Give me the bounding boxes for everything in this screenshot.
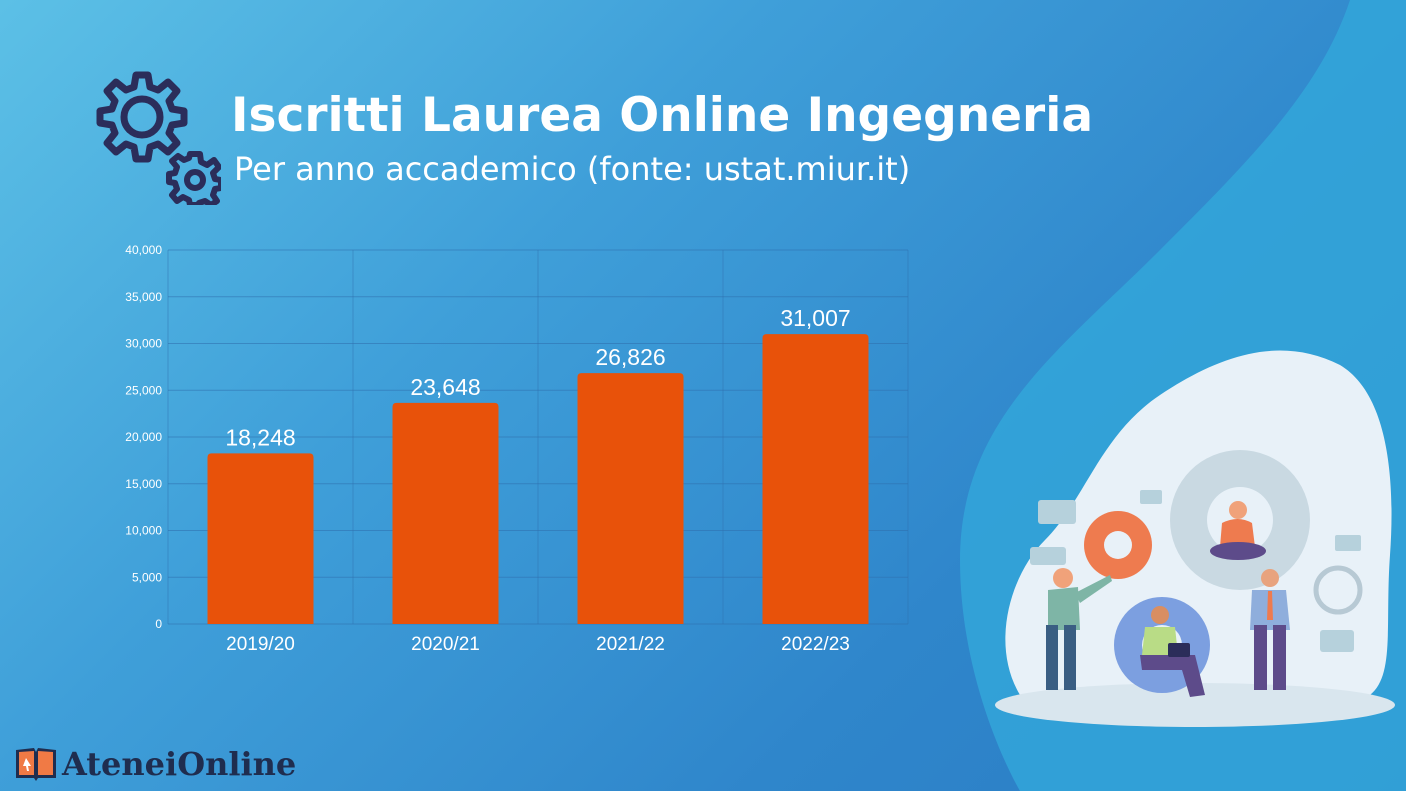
header: Iscritti Laurea Online Ingegneria Per an… (86, 70, 1186, 210)
page-title: Iscritti Laurea Online Ingegneria (231, 88, 1094, 143)
chart-bar (762, 334, 869, 624)
chart-data-labels: 18,248 23,648 26,826 31,007 (225, 305, 850, 450)
x-tick-label: 2020/21 (411, 634, 480, 655)
open-book-icon (16, 748, 56, 781)
data-label: 18,248 (225, 424, 295, 450)
data-label: 23,648 (410, 374, 480, 400)
x-tick-label: 2022/23 (781, 634, 850, 655)
bar-chart: 0 5,000 10,000 15,000 20,000 25,000 30,000 35,0… (125, 243, 909, 655)
x-tick-label: 2019/20 (226, 634, 295, 655)
chart-bar (392, 402, 499, 624)
gears-icon (96, 71, 221, 205)
chart-bar (207, 453, 314, 624)
team-with-gears-illustration (995, 350, 1395, 727)
x-axis: 2019/20 2020/21 2021/22 2022/23 (226, 634, 850, 655)
y-tick-label: 20,000 (125, 430, 162, 444)
data-label: 31,007 (780, 305, 850, 331)
y-tick-label: 5,000 (132, 570, 162, 584)
y-tick-label: 40,000 (125, 243, 162, 257)
y-tick-label: 25,000 (125, 383, 162, 397)
y-tick-label: 35,000 (125, 290, 162, 304)
y-tick-label: 10,000 (125, 524, 162, 538)
x-tick-label: 2021/22 (596, 634, 665, 655)
chart-bar (577, 373, 684, 624)
y-axis: 0 5,000 10,000 15,000 20,000 25,000 30,000 35,0… (125, 243, 162, 631)
page-subtitle: Per anno accademico (fonte: ustat.miur.i… (234, 150, 911, 188)
chart-bars (207, 334, 869, 624)
brand-name: AteneiOnline (62, 745, 297, 783)
y-tick-label: 30,000 (125, 337, 162, 351)
y-tick-label: 15,000 (125, 477, 162, 491)
brand-logo: AteneiOnline (14, 742, 296, 786)
data-label: 26,826 (595, 344, 665, 370)
y-tick-label: 0 (155, 617, 162, 631)
